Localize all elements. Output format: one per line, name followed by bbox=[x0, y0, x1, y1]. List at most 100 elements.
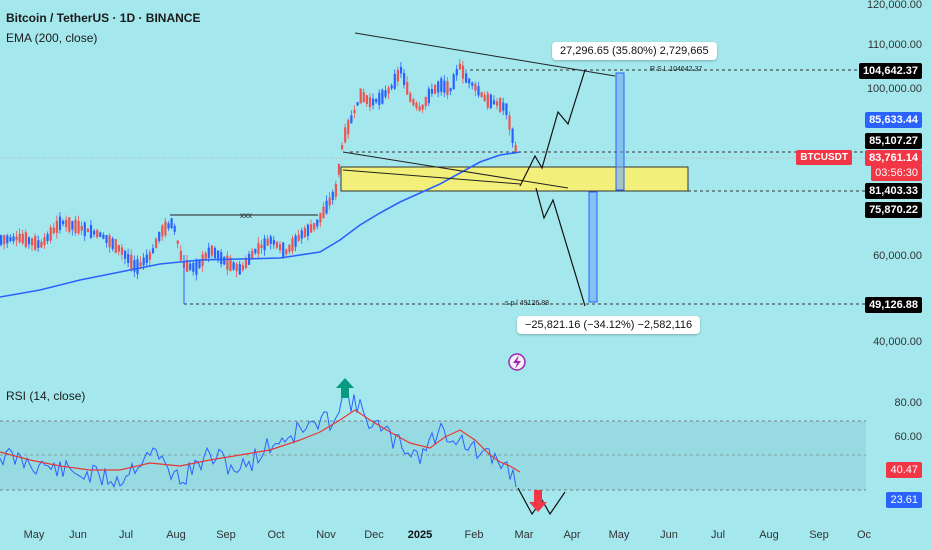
level-75870-tag: 75,870.22 bbox=[865, 202, 922, 218]
candle-body bbox=[9, 237, 12, 242]
candle-body bbox=[393, 73, 396, 89]
candle-body bbox=[37, 240, 40, 248]
measure-up-box[interactable] bbox=[615, 72, 625, 191]
candle-body bbox=[269, 236, 272, 244]
rsi-tick: 80.00 bbox=[894, 397, 922, 409]
candle-body bbox=[133, 260, 136, 272]
candle-body bbox=[368, 97, 372, 108]
candle-body bbox=[508, 115, 511, 130]
candle-body bbox=[111, 238, 114, 250]
descending-trendline bbox=[354, 32, 616, 77]
time-label: Aug bbox=[759, 529, 779, 541]
candle-body bbox=[251, 250, 254, 260]
candle-body bbox=[303, 227, 306, 237]
candle-body bbox=[458, 63, 461, 70]
candle-body bbox=[254, 248, 257, 254]
price-tick: 120,000.00 bbox=[866, 0, 922, 11]
candle-body bbox=[297, 234, 300, 241]
candle-body bbox=[300, 230, 303, 239]
resistance-price-tag: 104,642.37 bbox=[858, 63, 922, 79]
candle-body bbox=[18, 233, 21, 243]
time-label: Jul bbox=[118, 529, 134, 541]
candle-body bbox=[337, 164, 341, 175]
candle-body bbox=[403, 73, 406, 85]
time-label: Sep bbox=[216, 529, 236, 541]
target-up-callout[interactable]: 27,296.65 (35.80%) 2,729,665 bbox=[552, 42, 717, 60]
lightning-icon[interactable] bbox=[508, 353, 526, 371]
candle-body bbox=[148, 252, 151, 260]
rsi-band bbox=[0, 421, 866, 490]
candle-body bbox=[279, 244, 282, 251]
candle-body bbox=[316, 219, 319, 227]
level-85107-tag: 85,107.27 bbox=[865, 133, 922, 149]
candle-body bbox=[496, 101, 499, 106]
candle-body bbox=[0, 235, 3, 245]
candle-body bbox=[15, 236, 18, 241]
candle-body bbox=[477, 86, 480, 96]
time-label: Sep bbox=[809, 529, 829, 541]
candle-body bbox=[272, 239, 275, 245]
ema-line bbox=[0, 151, 521, 298]
candle-body bbox=[195, 260, 198, 275]
candle-body bbox=[486, 93, 489, 108]
price-tick: 40,000.00 bbox=[873, 336, 922, 348]
candle-body bbox=[384, 90, 387, 97]
candle-body bbox=[151, 248, 155, 254]
candle-body bbox=[74, 219, 77, 234]
candle-body bbox=[52, 227, 55, 234]
candle-body bbox=[344, 127, 347, 143]
candle-body bbox=[68, 217, 71, 232]
symbol-title[interactable]: Bitcoin / TetherUS · 1D · BINANCE bbox=[6, 11, 201, 25]
candle-body bbox=[167, 223, 170, 229]
candle-body bbox=[213, 247, 217, 259]
rsi-indicator-label[interactable]: RSI (14, close) bbox=[6, 389, 86, 403]
candle-body bbox=[86, 228, 89, 233]
measure-down-box[interactable] bbox=[588, 191, 598, 303]
candle-body bbox=[136, 259, 139, 275]
candle-body bbox=[49, 227, 52, 241]
candle-body bbox=[99, 232, 102, 238]
candle-body bbox=[27, 237, 31, 245]
candle-body bbox=[319, 212, 322, 223]
candle-body bbox=[46, 234, 49, 241]
time-label: Jun bbox=[660, 529, 678, 541]
candle-body bbox=[347, 119, 350, 135]
time-label: Oc bbox=[856, 529, 872, 541]
time-label: 2025 bbox=[407, 529, 433, 541]
time-label: Dec bbox=[364, 529, 384, 541]
candle-body bbox=[220, 252, 223, 265]
price-tick: 60,000.00 bbox=[873, 250, 922, 262]
candle-body bbox=[489, 94, 492, 109]
candle-body bbox=[399, 66, 403, 74]
candle-body bbox=[223, 256, 226, 265]
candle-body bbox=[161, 225, 164, 237]
candle-body bbox=[21, 233, 24, 244]
rsi-tick: 60.00 bbox=[894, 431, 922, 443]
candle-body bbox=[80, 225, 83, 231]
target-down-callout[interactable]: −25,821.16 (−34.12%) −2,582,116 bbox=[517, 316, 701, 334]
candle-body bbox=[415, 102, 418, 108]
ema-indicator-label[interactable]: EMA (200, close) bbox=[6, 31, 98, 45]
candle-body bbox=[235, 264, 238, 272]
candle-body bbox=[359, 88, 362, 104]
converging-line-2 bbox=[342, 169, 521, 185]
candle-body bbox=[499, 98, 502, 113]
candle-body bbox=[365, 95, 368, 104]
level-81403-tag: 81,403.33 bbox=[865, 183, 922, 199]
candle-body bbox=[266, 238, 269, 246]
candle-body bbox=[362, 92, 365, 103]
candle-body bbox=[114, 239, 117, 253]
price-tick: 100,000.00 bbox=[866, 83, 922, 95]
last-price-tag: 83,761.14 bbox=[865, 150, 922, 166]
time-label: Jun bbox=[69, 529, 87, 541]
candle-body bbox=[511, 128, 514, 143]
candle-body bbox=[282, 242, 285, 257]
candle-body bbox=[43, 237, 46, 246]
up-arrow-icon bbox=[336, 378, 354, 398]
candle-body bbox=[71, 221, 74, 230]
candle-body bbox=[55, 220, 58, 233]
candle-body bbox=[328, 197, 331, 206]
candle-body bbox=[437, 81, 440, 93]
time-label: Oct bbox=[267, 529, 285, 541]
